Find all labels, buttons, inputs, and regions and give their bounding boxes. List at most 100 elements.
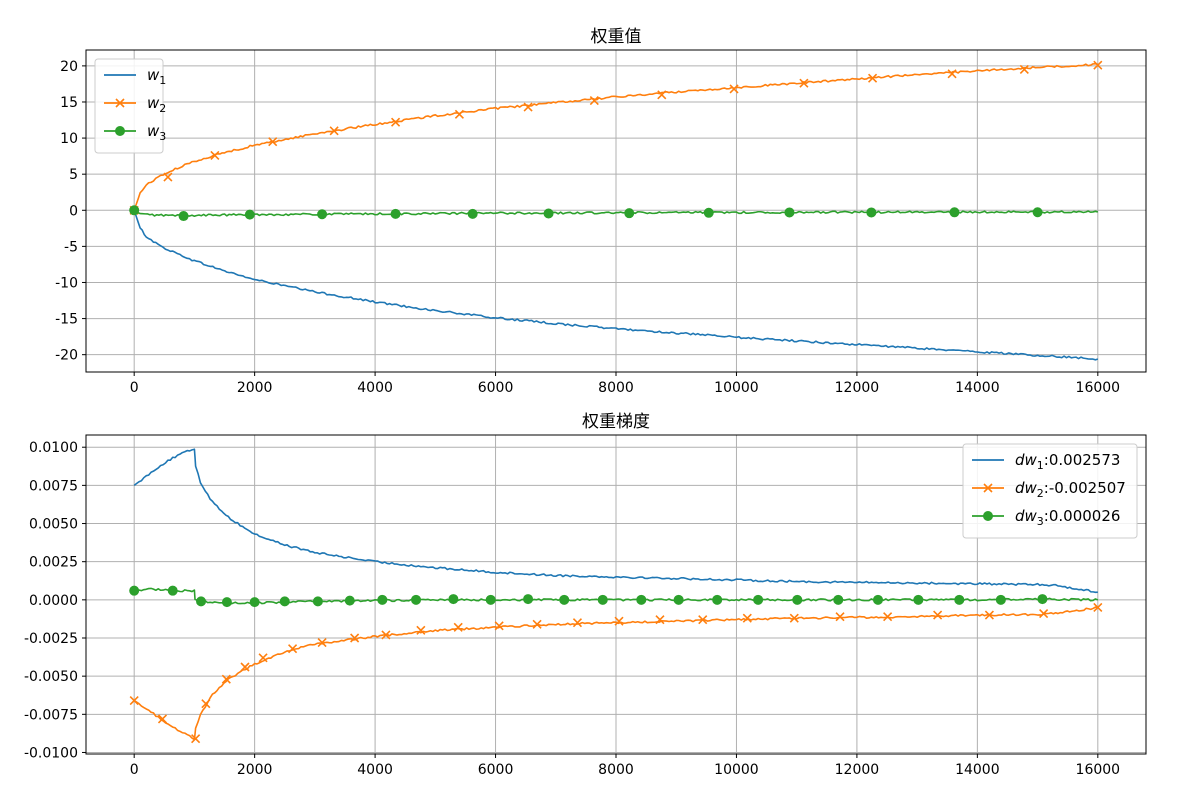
y-tick-label: -5 — [64, 239, 78, 255]
x-tick-label: 4000 — [357, 380, 393, 396]
data-point-w2 — [589, 95, 599, 106]
data-point-dw3 — [753, 594, 764, 605]
data-point-w2 — [1019, 64, 1029, 75]
legend-label-subscript: 1 — [159, 74, 166, 87]
data-point-dw2 — [288, 644, 298, 654]
x-tick-label: 8000 — [598, 762, 634, 778]
data-point-dw2 — [742, 613, 752, 623]
x-tick-label: 10000 — [714, 380, 759, 396]
y-tick-label: 0.0000 — [29, 593, 78, 609]
data-point-dw3 — [597, 594, 608, 605]
data-point-dw3 — [523, 594, 534, 605]
y-tick-label: 20 — [60, 59, 78, 75]
data-point-dw2 — [698, 615, 708, 625]
legend-box — [962, 443, 1138, 539]
y-tick-label: 0.0075 — [29, 478, 78, 494]
data-point-dw2 — [381, 630, 391, 640]
legend-label-dw1: dw1:0.002573 — [1015, 451, 1120, 472]
x-tick-label: 12000 — [835, 762, 880, 778]
data-point-dw3 — [221, 597, 232, 608]
data-point-dw2 — [655, 615, 665, 625]
data-point-w3 — [703, 207, 714, 218]
y-tick-label: -0.0075 — [24, 707, 78, 723]
data-point-dw2 — [258, 653, 268, 663]
data-point-w3 — [784, 207, 795, 218]
data-point-dw2 — [191, 734, 201, 744]
x-tick-label: 6000 — [478, 762, 514, 778]
legend-marker-dw2 — [983, 483, 993, 493]
data-point-dw2 — [614, 616, 624, 626]
y-tick-label: 0.0100 — [29, 440, 78, 456]
legend-marker-dw3 — [983, 511, 993, 521]
data-point-dw3 — [279, 596, 290, 607]
data-point-w3 — [244, 209, 255, 220]
data-point-dw3 — [833, 594, 844, 605]
data-point-w3 — [467, 208, 478, 219]
data-point-w3 — [1032, 207, 1043, 218]
data-point-w3 — [390, 208, 401, 219]
x-tick-label: 8000 — [598, 380, 634, 396]
legend-marker-w3 — [115, 126, 125, 136]
legend-label-base: w — [147, 66, 160, 84]
data-point-dw3 — [196, 596, 207, 607]
data-point-dw3 — [712, 594, 723, 605]
data-point-w2 — [329, 126, 339, 136]
data-point-dw2 — [317, 638, 327, 648]
x-tick-label: 0 — [130, 380, 139, 396]
ticks: 0 2000 4000 6000 8000 10000 12000 14000 16000201… — [55, 59, 1120, 396]
data-point-dw3 — [559, 594, 570, 605]
legend-label-value: :0.002573 — [1044, 451, 1121, 469]
series-line-w3 — [133, 209, 1099, 217]
y-tick-label: -10 — [55, 275, 78, 291]
y-tick-label: 0.0025 — [29, 555, 78, 571]
data-point-dw3 — [377, 594, 388, 605]
data-point-dw3 — [411, 594, 422, 605]
legend-label-base: dw — [1015, 451, 1038, 469]
weights-subplot: 0 2000 4000 6000 8000 10000 12000 14000 16000201… — [55, 27, 1147, 396]
x-tick-label: 0 — [130, 762, 139, 778]
data-point-dw3 — [872, 594, 883, 605]
legend-label-subscript: 1 — [1037, 459, 1044, 472]
y-tick-label: 0.0050 — [29, 517, 78, 533]
legend-label-subscript: 2 — [1037, 487, 1044, 500]
data-point-w2 — [1093, 60, 1103, 70]
data-point-dw2 — [201, 699, 211, 709]
data-point-dw3 — [792, 594, 803, 605]
data-point-dw2 — [883, 612, 893, 622]
y-tick-label: 0 — [69, 203, 78, 219]
data-point-w2 — [163, 172, 173, 182]
data-point-w3 — [624, 208, 635, 219]
data-point-w2 — [391, 117, 401, 127]
data-point-dw3 — [344, 595, 355, 606]
data-point-dw3 — [249, 597, 260, 608]
legend-label-subscript: 3 — [1037, 515, 1044, 528]
ticks: 0 2000 4000 6000 8000 10000 12000 14000 16000 0.0… — [24, 440, 1120, 778]
legend-label-subscript: 2 — [159, 102, 166, 115]
x-tick-label: 4000 — [357, 762, 393, 778]
x-tick-label: 12000 — [835, 380, 880, 396]
data-point-dw2 — [494, 621, 504, 631]
data-point-dw3 — [485, 594, 496, 605]
x-tick-label: 6000 — [478, 380, 514, 396]
chart-title: 权重梯度 — [582, 412, 650, 432]
x-tick-label: 14000 — [955, 762, 1000, 778]
x-tick-label: 2000 — [237, 762, 273, 778]
legend-label-dw2: dw2:-0.002507 — [1015, 479, 1126, 500]
x-tick-label: 16000 — [1076, 380, 1121, 396]
data-point-w3 — [949, 207, 960, 218]
data-point-dw2 — [1093, 602, 1103, 613]
data-point-dw2 — [532, 619, 542, 629]
data-point-w2 — [868, 73, 878, 83]
data-point-dw2 — [933, 610, 943, 620]
data-point-w3 — [129, 205, 140, 216]
y-tick-label: -0.0050 — [24, 669, 78, 685]
series-group — [129, 60, 1103, 361]
legend-marker-w2 — [115, 98, 125, 108]
data-point-dw2 — [221, 674, 231, 684]
data-point-w2 — [799, 78, 809, 88]
data-point-dw2 — [1039, 609, 1049, 619]
data-point-dw2 — [416, 625, 426, 635]
y-tick-label: -15 — [55, 312, 78, 328]
